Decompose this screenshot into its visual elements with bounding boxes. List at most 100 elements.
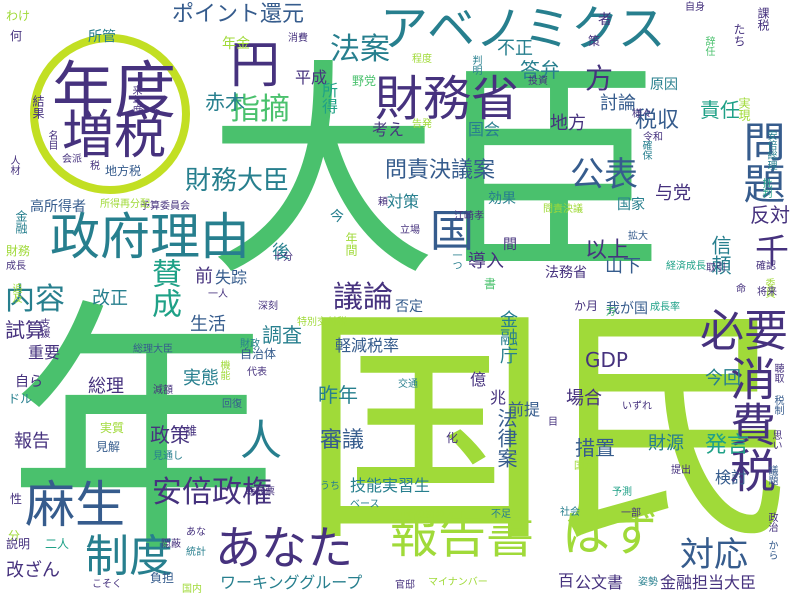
cloud-word: 総理大臣 (133, 344, 173, 355)
cloud-word: か月 (574, 299, 599, 313)
cloud-word: 聴取票 (245, 487, 275, 498)
cloud-word: 実質 (100, 421, 125, 435)
cloud-word: いずれ (622, 401, 652, 412)
cloud-word: あな (186, 527, 206, 538)
cloud-word: 結果 (31, 95, 45, 119)
cloud-word: 見解 (96, 440, 121, 454)
cloud-word: 円 (230, 36, 280, 94)
cloud-word: 導入 (468, 251, 504, 272)
cloud-word: 原因 (650, 77, 678, 93)
cloud-word: 重要 (28, 343, 61, 362)
cloud-word: 名目 (46, 130, 57, 150)
cloud-word: 大臣 (208, 41, 669, 308)
cloud-word: 答弁 (520, 58, 560, 82)
cloud-word: 金融庁 (497, 310, 518, 364)
cloud-word: 年度 (52, 54, 177, 127)
cloud-word: 指摘 (230, 92, 290, 127)
cloud-word: 批判 (760, 178, 771, 198)
cloud-word: 国民 (300, 284, 800, 575)
cloud-word: 場合 (566, 388, 602, 409)
cloud-word: 金融担当大臣 (660, 573, 757, 592)
cloud-word: 機能 (218, 360, 229, 380)
cloud-word: 平成 (295, 68, 328, 87)
cloud-word: 総理 (88, 376, 124, 397)
cloud-word: 経済成長 (666, 261, 706, 272)
cloud-word: 隠蔽 (161, 539, 181, 550)
cloud-word: 間 (503, 237, 517, 253)
cloud-word: 成長 (6, 261, 26, 272)
cloud-word: 成長率 (650, 302, 680, 313)
cloud-word: 問責決議 (543, 204, 583, 215)
cloud-word: 国会 (468, 120, 501, 139)
cloud-word: 何 (10, 29, 23, 43)
cloud-word: 頼 (378, 197, 388, 208)
cloud-word: 国家 (617, 197, 645, 213)
cloud-word: 提出 (671, 465, 691, 476)
outline-circle (30, 34, 190, 194)
cloud-word: 会派 (62, 154, 82, 165)
cloud-word: 問責決議案 (385, 158, 496, 183)
cloud-word: 策 (588, 34, 601, 48)
cloud-word: 来年度 (130, 85, 141, 115)
cloud-word: 税制 (772, 395, 783, 415)
cloud-word: 将来 (757, 287, 777, 298)
cloud-word: 立場 (400, 225, 420, 236)
cloud-word: 投資 (528, 76, 548, 87)
cloud-word: 確保 (640, 140, 651, 160)
cloud-word: 代表 (247, 367, 267, 378)
cloud-word: 責任 (700, 98, 740, 122)
cloud-word: 我が国 (606, 301, 648, 317)
cloud-word: 改ざん (6, 560, 60, 581)
cloud-word: 特別交付税 (297, 317, 347, 328)
cloud-word: 財務大臣 (185, 166, 290, 196)
cloud-word: 年金 (222, 36, 250, 52)
cloud-word: 消費 (288, 33, 308, 44)
cloud-word: 制度 (85, 531, 173, 582)
cloud-word: 国 (430, 206, 474, 257)
cloud-word: 法案 (330, 32, 390, 67)
cloud-word: 否定 (395, 299, 423, 315)
cloud-word: 今 (330, 209, 344, 225)
cloud-word: 以上 (585, 238, 630, 263)
cloud-word: 告発 (412, 119, 432, 130)
cloud-word: 公文書 (575, 573, 624, 592)
cloud-word: 財務 (6, 244, 31, 258)
cloud-word: 方 (585, 62, 614, 95)
cloud-word: 反対 (750, 203, 790, 227)
cloud-word: 地方税 (105, 164, 142, 178)
cloud-word: 深刻 (258, 301, 278, 312)
cloud-word: 予測 (612, 487, 632, 498)
cloud-word: 軽減税率 (335, 336, 400, 355)
cloud-word: 財務省 (375, 71, 520, 127)
cloud-word: 億 (470, 370, 487, 389)
cloud-word: 消費税 (723, 355, 777, 493)
cloud-word: 回復 (222, 399, 242, 410)
cloud-word: 前 (195, 266, 213, 287)
cloud-word: うち (320, 481, 340, 492)
cloud-word: 性 (10, 492, 23, 506)
cloud-word: 公表 (570, 155, 638, 195)
cloud-word: 安倍総理 (765, 130, 776, 170)
cloud-word: 高所得者 (30, 199, 86, 215)
cloud-word: 生活 (190, 314, 226, 335)
cloud-word: 官邸 (395, 580, 415, 591)
cloud-word: 思い (770, 430, 781, 450)
cloud-word: 内容 (5, 282, 65, 317)
cloud-word: 十分 (273, 252, 293, 263)
cloud-word: 不正 (497, 38, 533, 59)
cloud-word: 予算委員会 (140, 201, 190, 212)
cloud-word: 失踪 (215, 268, 248, 287)
cloud-word: 議論 (333, 280, 393, 315)
cloud-word: 自ら (15, 374, 43, 390)
cloud-word: 昨年 (318, 383, 358, 407)
cloud-word: 報告 (14, 431, 50, 452)
cloud-word: そのため (405, 509, 445, 520)
cloud-word: 万 (606, 307, 616, 318)
cloud-word: 拡大 (628, 231, 648, 242)
cloud-word: ワーキンググループ (220, 573, 363, 592)
cloud-word: 税収 (635, 108, 680, 133)
cloud-word: 金融 (14, 210, 28, 234)
cloud-word: 賛成 (146, 258, 181, 318)
cloud-word: 人 (240, 416, 283, 465)
cloud-word: 信頼 (708, 235, 732, 275)
